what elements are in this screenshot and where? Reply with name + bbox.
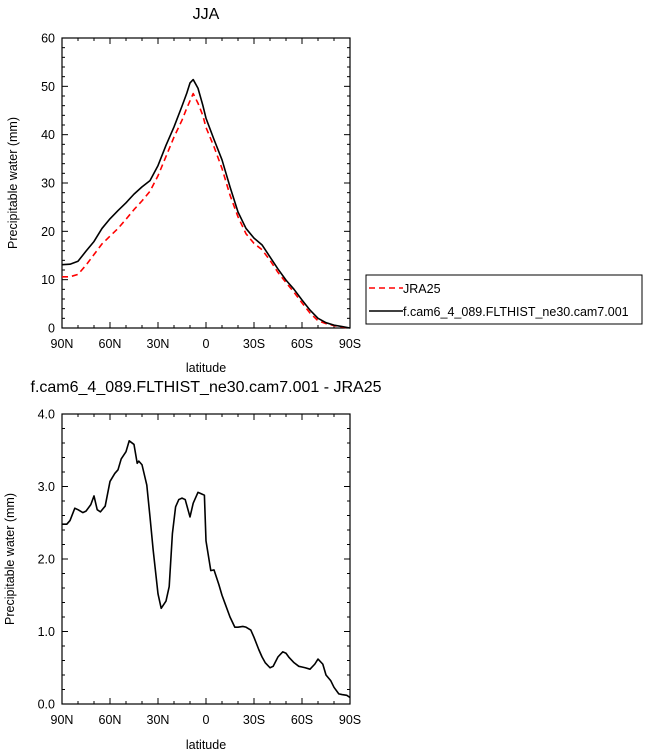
top-x-tick-label: 30S xyxy=(243,337,265,351)
top-y-axis-title: Precipitable water (mm) xyxy=(6,117,20,249)
top-x-tick-label: 0 xyxy=(203,337,210,351)
top-y-tick-label: 40 xyxy=(41,128,55,142)
top-series-line-1 xyxy=(61,78,351,329)
top-y-tick-label: 50 xyxy=(41,80,55,94)
bottom-panel: f.cam6_4_089.FLTHIST_ne30.cam7.001 - JRA… xyxy=(3,379,382,752)
top-y-tick-label: 20 xyxy=(41,225,55,239)
bottom-series-line-0 xyxy=(62,440,351,699)
bottom-x-tick-label: 0 xyxy=(203,713,210,727)
bottom-x-tick-label: 90S xyxy=(339,713,361,727)
top-ticks: 90N 60N 30N 0 30S 60S 90S 0 10 20 30 40 50 60 xyxy=(41,32,361,352)
legend: JRA25 f.cam6_4_089.FLTHIST_ne30.cam7.001 xyxy=(365,274,643,325)
bottom-x-tick-label: 30N xyxy=(147,713,170,727)
bottom-y-tick-label: 4.0 xyxy=(38,408,55,422)
legend-label-model: f.cam6_4_089.FLTHIST_ne30.cam7.001 xyxy=(403,305,629,319)
top-y-tick-label: 30 xyxy=(41,177,55,191)
top-x-tick-label: 30N xyxy=(147,337,170,351)
bottom-series-lines xyxy=(62,440,351,699)
top-y-tick-label: 0 xyxy=(48,322,55,336)
top-y-tick-label: 10 xyxy=(41,273,55,287)
top-x-tick-label: 60S xyxy=(291,337,313,351)
bottom-y-axis-title: Precipitable water (mm) xyxy=(3,493,17,625)
top-plot-frame xyxy=(61,37,351,329)
top-x-axis-title: latitude xyxy=(186,361,226,375)
legend-box xyxy=(365,274,643,325)
bottom-y-tick-label: 1.0 xyxy=(38,625,55,639)
top-x-tick-label: 60N xyxy=(99,337,122,351)
bottom-plot-title: f.cam6_4_089.FLTHIST_ne30.cam7.001 - JRA… xyxy=(31,379,382,396)
bottom-x-tick-label: 30S xyxy=(243,713,265,727)
bottom-y-tick-label: 3.0 xyxy=(38,480,55,494)
legend-label-jra25: JRA25 xyxy=(403,282,441,296)
top-x-tick-label: 90N xyxy=(51,337,74,351)
top-y-tick-label: 60 xyxy=(41,32,55,46)
bottom-x-tick-label: 90N xyxy=(51,713,74,727)
bottom-x-axis-title: latitude xyxy=(186,738,226,752)
bottom-x-tick-label: 60N xyxy=(99,713,122,727)
bottom-y-tick-label: 0.0 xyxy=(38,698,55,712)
bottom-ticks: 90N 60N 30N 0 30S 60S 90S 0.0 1.0 2.0 3.0 4.0 xyxy=(38,408,362,728)
bottom-x-tick-label: 60S xyxy=(291,713,313,727)
bottom-y-tick-label: 2.0 xyxy=(38,553,55,567)
top-panel: JJA 90N 60N 30N 0 30S 60S 90S 0 10 20 30 40 50 60 lat… xyxy=(6,6,643,375)
top-plot-title: JJA xyxy=(193,6,220,23)
top-x-tick-label: 90S xyxy=(339,337,361,351)
top-series-lines xyxy=(61,78,351,329)
bottom-plot-frame xyxy=(61,413,351,705)
top-series-line-0 xyxy=(62,92,351,329)
